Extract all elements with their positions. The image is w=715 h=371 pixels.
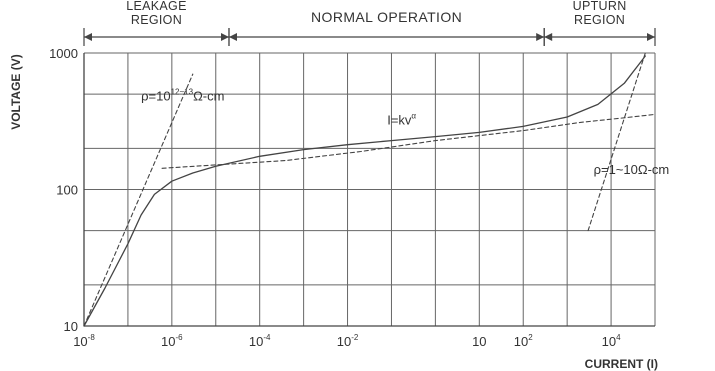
annotations: ρ=1012~13Ω-cm I=kvα ρ=1~10Ω-cm (141, 87, 669, 177)
region-label: UPTURN (573, 0, 627, 13)
region-label: REGION (131, 13, 182, 27)
region-arrowhead-left (544, 33, 553, 41)
x-tick-label: 10-4 (249, 333, 271, 349)
region-arrowhead-left (84, 33, 92, 41)
y-axis-title: VOLTAGE (V) (9, 54, 23, 130)
vi-curve-0 (83, 55, 646, 327)
y-tick-label: 1000 (49, 46, 78, 61)
x-tick-label: 10 (472, 334, 486, 349)
y-tick-label: 10 (64, 319, 78, 334)
x-axis-title: CURRENT (I) (585, 357, 658, 371)
dashed-asymptote-1 (83, 73, 194, 327)
series-group (83, 52, 656, 327)
region-label: LEAKAGE (126, 0, 186, 13)
x-tick-label: 104 (602, 333, 621, 349)
x-tick-label: 102 (514, 333, 533, 349)
annotation-label: I=kvα (387, 111, 416, 127)
x-tick-label: 10-2 (337, 333, 359, 349)
annotation-label: ρ=1012~13Ω-cm (141, 87, 224, 103)
region-arrowhead-right (647, 33, 655, 41)
region-arrowhead-right (536, 33, 545, 41)
x-tick-label: 10-6 (161, 333, 183, 349)
y-tick-label: 100 (56, 183, 78, 198)
grid (83, 52, 656, 327)
axis-ticks: 10-8 10-6 10-4 10-2 10 102 104 10 100 1000 (49, 46, 621, 349)
region-label: REGION (574, 13, 625, 27)
region-arrowhead-right (220, 33, 229, 41)
x-tick-label: 10-8 (73, 333, 95, 349)
plot-frame (83, 53, 655, 327)
dashed-asymptote-2 (161, 113, 656, 169)
dashed-asymptote-3 (587, 52, 646, 232)
region-arrowhead-left (228, 33, 237, 41)
annotation-label: ρ=1~10Ω-cm (594, 162, 670, 177)
region-label: NORMAL OPERATION (311, 9, 462, 25)
